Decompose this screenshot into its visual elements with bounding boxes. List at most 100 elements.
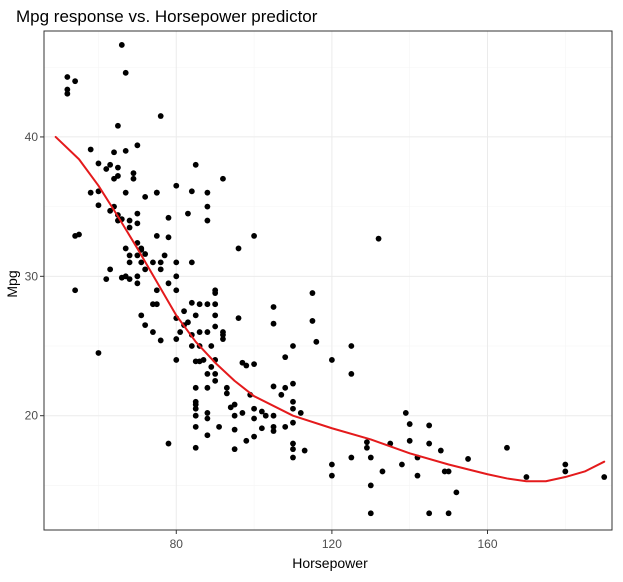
data-point: [204, 217, 211, 224]
data-point: [165, 440, 172, 447]
data-point: [165, 280, 172, 287]
data-point: [406, 437, 413, 444]
data-point: [348, 343, 355, 349]
data-point: [270, 304, 277, 310]
data-point: [165, 234, 172, 241]
data-point: [220, 336, 226, 342]
data-point: [122, 189, 129, 196]
data-point: [153, 301, 160, 308]
data-point: [192, 161, 199, 168]
data-point: [188, 299, 195, 306]
data-point: [153, 189, 160, 196]
data-point: [142, 193, 149, 200]
data-point: [181, 308, 187, 315]
data-point: [406, 421, 413, 427]
plot-background: [44, 31, 612, 530]
data-point: [220, 175, 226, 182]
data-point: [95, 160, 102, 167]
data-point: [212, 312, 219, 319]
y-tick-label: 40: [25, 130, 39, 144]
data-point: [173, 259, 180, 266]
data-point: [231, 446, 238, 453]
data-point: [173, 273, 180, 280]
data-point: [220, 331, 226, 338]
data-point: [134, 210, 141, 217]
data-point: [161, 252, 168, 259]
data-point: [426, 422, 433, 429]
data-point: [348, 370, 355, 377]
axes: 80 120 160 20 30 40: [25, 30, 613, 551]
data-point: [138, 312, 145, 319]
data-point: [290, 398, 296, 405]
data-point: [165, 214, 172, 221]
data-point: [173, 182, 180, 189]
data-point: [111, 149, 117, 156]
data-point: [426, 510, 433, 517]
data-point: [290, 440, 296, 447]
data-point: [364, 444, 370, 451]
data-point: [122, 147, 129, 154]
data-point: [208, 364, 215, 370]
data-point: [445, 468, 452, 475]
data-point: [126, 217, 133, 224]
data-point: [251, 361, 257, 368]
data-point: [185, 210, 191, 217]
y-tick-label: 20: [25, 409, 39, 423]
data-point: [126, 259, 133, 266]
data-point: [192, 384, 199, 391]
data-point: [134, 280, 141, 287]
data-point: [204, 301, 211, 308]
data-point: [290, 446, 296, 453]
data-point: [204, 203, 211, 210]
data-point: [297, 410, 304, 416]
data-point: [134, 252, 141, 259]
data-point: [364, 439, 370, 446]
data-point: [290, 454, 296, 461]
data-point: [204, 415, 211, 422]
x-axis-label: Horsepower: [292, 555, 368, 571]
data-point: [562, 461, 569, 468]
y-tick-label: 30: [25, 269, 39, 283]
data-point: [173, 336, 180, 342]
data-point: [270, 383, 277, 390]
data-point: [235, 315, 242, 322]
data-point: [103, 166, 110, 172]
data-point: [150, 259, 156, 266]
data-point: [379, 468, 386, 475]
data-point: [290, 405, 296, 412]
data-point: [107, 266, 114, 273]
data-point: [118, 42, 125, 48]
data-point: [72, 78, 79, 85]
data-point: [107, 207, 114, 214]
data-point: [216, 423, 222, 430]
data-point: [130, 170, 137, 177]
data-point: [231, 412, 238, 419]
data-point: [251, 415, 257, 422]
data-point: [64, 90, 71, 97]
data-point: [142, 266, 149, 273]
x-tick-label: 120: [322, 537, 342, 551]
data-point: [204, 410, 211, 416]
panel-border: [43, 30, 613, 531]
data-point: [157, 259, 164, 266]
data-point: [192, 405, 199, 412]
data-point: [453, 489, 460, 496]
data-point: [153, 287, 160, 294]
data-point: [150, 329, 156, 335]
data-point: [134, 273, 141, 280]
data-point: [157, 113, 164, 119]
data-point: [142, 251, 149, 257]
data-point: [328, 472, 335, 479]
data-point: [204, 370, 211, 377]
data-point: [204, 432, 211, 439]
data-point: [192, 412, 199, 419]
data-point: [309, 318, 316, 324]
data-point: [367, 454, 374, 461]
x-tick-label: 80: [170, 537, 184, 551]
data-point: [200, 357, 207, 363]
data-point: [188, 188, 195, 195]
data-point: [95, 202, 102, 209]
data-point: [562, 468, 569, 475]
